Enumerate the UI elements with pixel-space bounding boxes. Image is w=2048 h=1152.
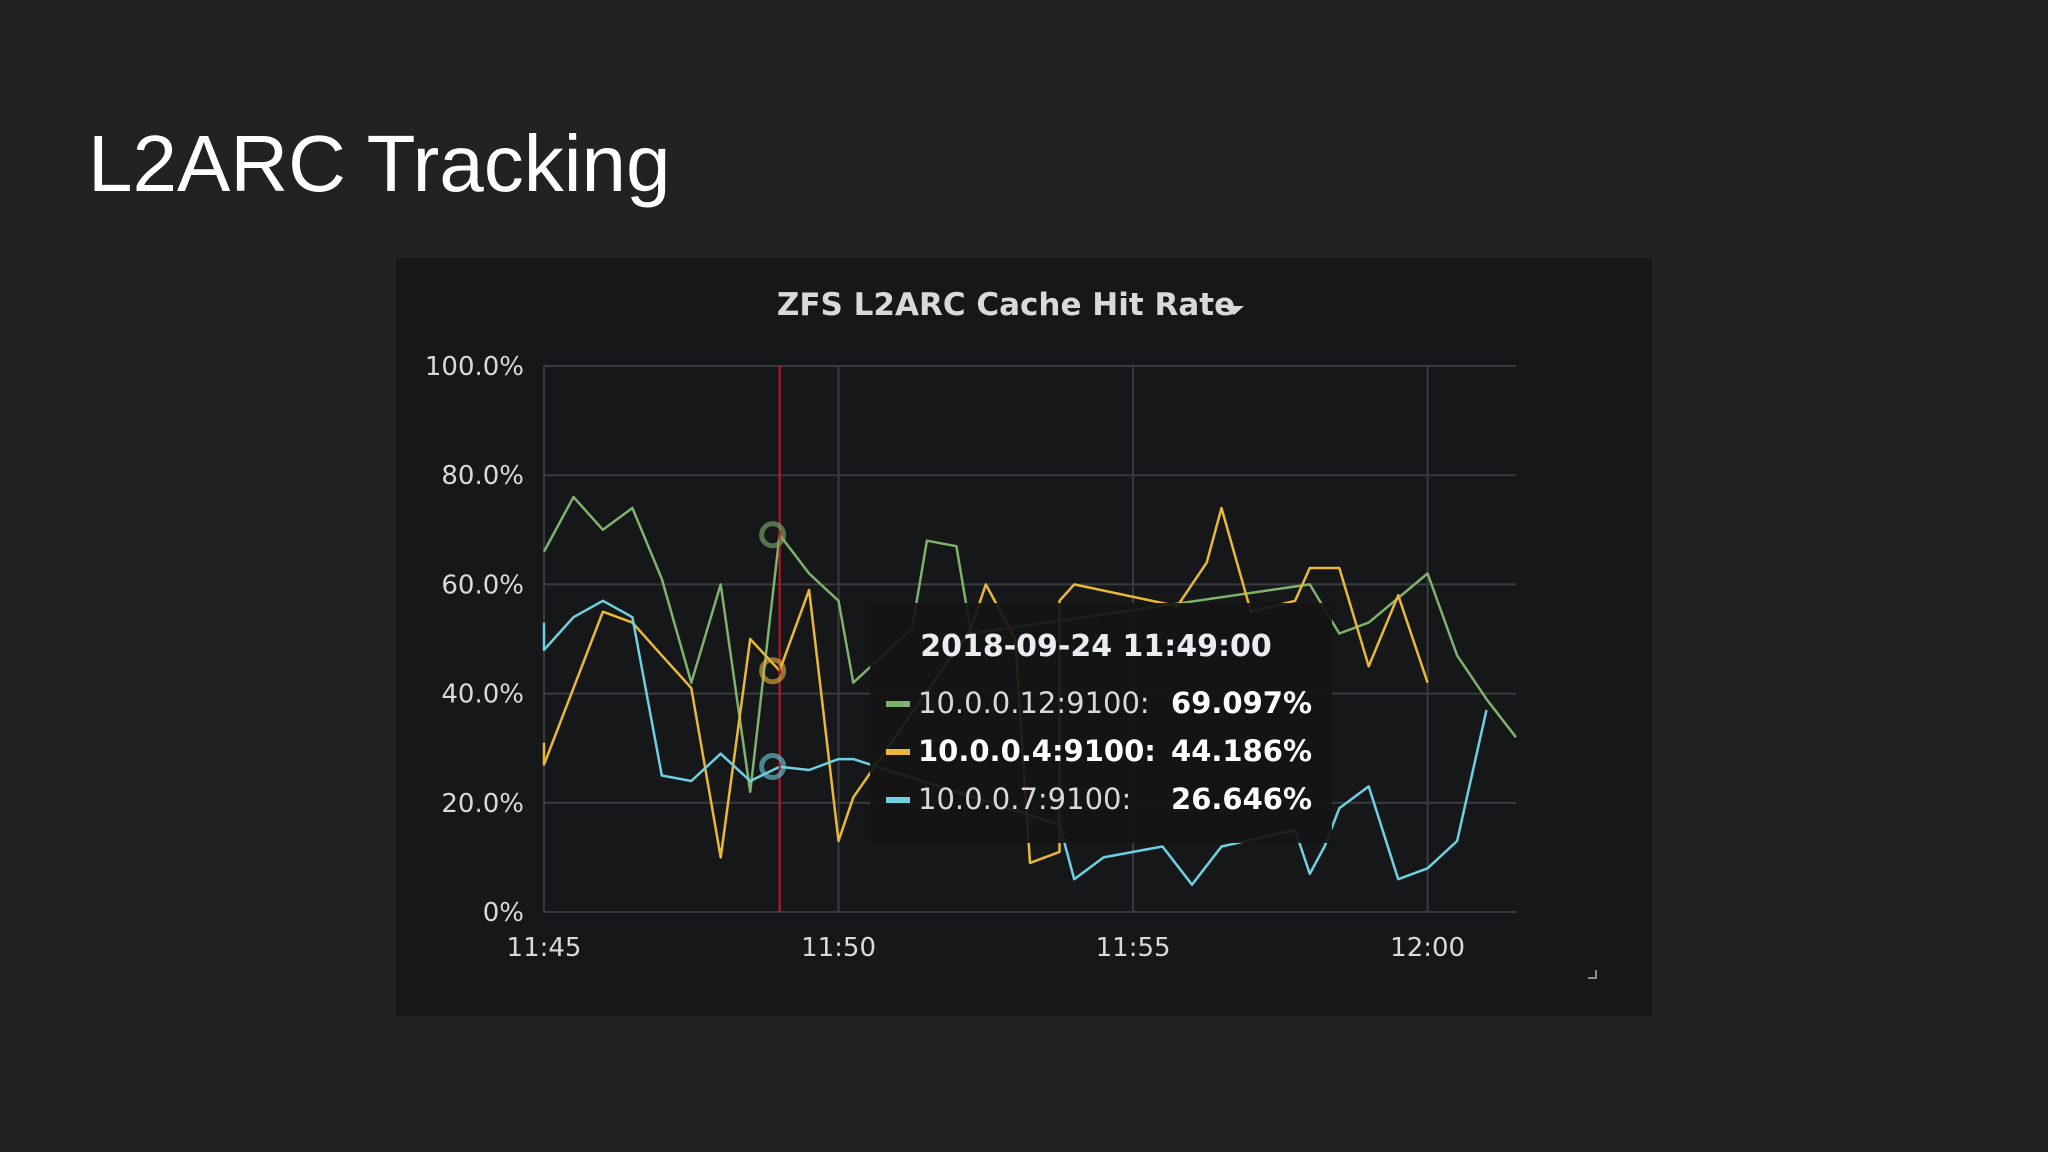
tooltip: 2018-09-24 11:49:00 10.0.0.12:9100: 69.09… <box>870 603 1332 843</box>
y-tick-label: 0% <box>483 898 524 928</box>
tooltip-series-name: 10.0.0.4:9100: <box>918 734 1156 768</box>
x-tick-label: 11:45 <box>507 933 582 963</box>
hover-marker <box>759 753 787 781</box>
chart-panel: ZFS L2ARC Cache Hit Rate 0% 20.0% 40.0% 60.… <box>396 258 1652 1016</box>
resize-corner-icon[interactable] <box>1588 970 1597 979</box>
tooltip-series-value: 44.186% <box>1171 734 1312 768</box>
x-tick-label: 11:55 <box>1096 933 1171 963</box>
legend-swatch <box>886 749 910 755</box>
hover-marker <box>759 521 787 549</box>
panel-header[interactable]: ZFS L2ARC Cache Hit Rate <box>777 287 1244 323</box>
panel-title[interactable]: ZFS L2ARC Cache Hit Rate <box>777 287 1235 323</box>
legend-swatch <box>886 797 910 803</box>
x-tick-label: 12:00 <box>1390 933 1465 963</box>
x-axis: 11:45 11:50 11:55 12:00 <box>507 933 1466 963</box>
chart-svg: ZFS L2ARC Cache Hit Rate 0% 20.0% 40.0% 60.… <box>425 287 1597 979</box>
y-tick-label: 60.0% <box>441 570 524 600</box>
series-line <box>542 599 1488 886</box>
y-tick-label: 80.0% <box>441 461 524 491</box>
y-tick-label: 100.0% <box>425 352 524 382</box>
slide-title: L2ARC Tracking <box>88 119 671 208</box>
caret-down-icon[interactable] <box>1224 306 1244 315</box>
hover-marker <box>759 657 787 685</box>
tooltip-series-value: 69.097% <box>1171 686 1312 720</box>
y-tick-label: 20.0% <box>441 789 524 819</box>
tooltip-series-value: 26.646% <box>1171 782 1312 816</box>
tooltip-background <box>870 603 1332 843</box>
hover-markers <box>759 521 787 781</box>
tooltip-series-name: 10.0.0.12:9100: <box>918 686 1150 720</box>
legend-swatch <box>886 701 910 707</box>
tooltip-series-name: 10.0.0.7:9100: <box>918 782 1131 816</box>
series-line <box>542 495 1517 794</box>
tooltip-time: 2018-09-24 11:49:00 <box>920 629 1272 664</box>
y-axis: 0% 20.0% 40.0% 60.0% 80.0% 100.0% <box>425 352 524 928</box>
y-tick-label: 40.0% <box>441 680 524 710</box>
x-tick-label: 11:50 <box>801 933 876 963</box>
